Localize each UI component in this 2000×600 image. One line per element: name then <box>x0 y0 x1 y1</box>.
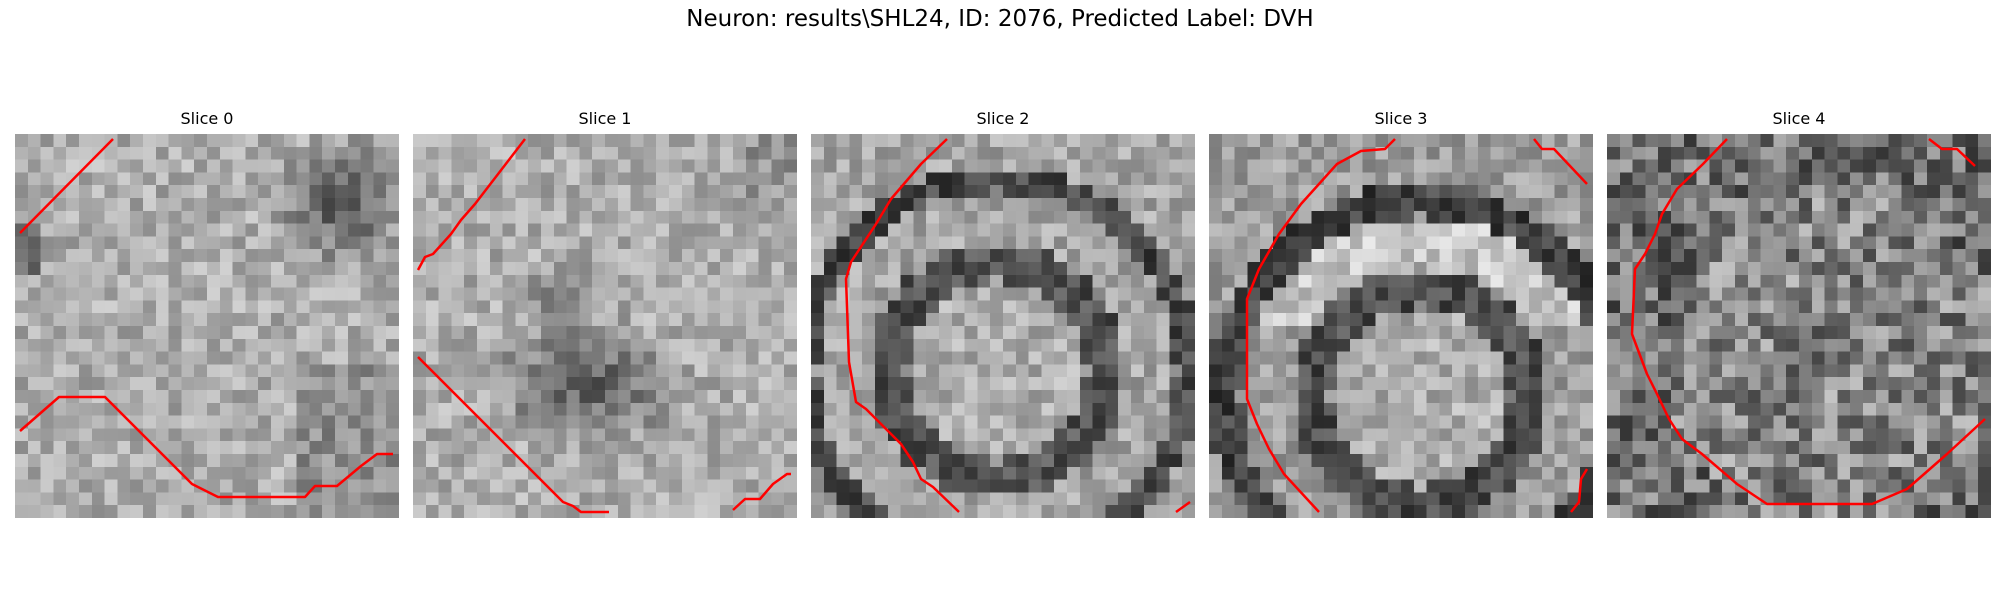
contour-overlay <box>1630 138 1986 506</box>
figure-title: Neuron: results\SHL24, ID: 2076, Predict… <box>686 6 1314 32</box>
slice-panel: Slice 4 <box>1607 110 1991 518</box>
slice-image <box>811 134 1195 518</box>
contour-line <box>732 472 791 511</box>
slice-panel: Slice 0 <box>15 110 399 518</box>
contour-line <box>416 138 526 271</box>
contour-line <box>1533 138 1588 185</box>
contour-overlay <box>844 138 1191 514</box>
slice-image <box>413 134 797 518</box>
contour-overlay <box>416 138 791 514</box>
slice-image <box>15 134 399 518</box>
contour-line <box>19 138 114 234</box>
contour-overlay <box>19 138 393 499</box>
contour-line <box>1570 468 1589 513</box>
slice-title: Slice 3 <box>1374 109 1428 128</box>
contour-line <box>1928 138 1976 167</box>
contour-line <box>844 138 960 513</box>
slice-title: Slice 0 <box>180 109 234 128</box>
contour-line <box>19 395 393 499</box>
slice-panel: Slice 2 <box>811 110 1195 518</box>
contour-overlay <box>1245 138 1589 513</box>
slice-title: Slice 2 <box>976 109 1030 128</box>
slice-title: Slice 4 <box>1772 109 1826 128</box>
contour-line <box>417 356 609 514</box>
slice-title: Slice 1 <box>578 109 632 128</box>
slice-panel: Slice 3 <box>1209 110 1593 518</box>
slice-panel: Slice 1 <box>413 110 797 518</box>
contour-line <box>1245 138 1396 513</box>
contour-line <box>1630 138 1986 506</box>
contour-line <box>1175 500 1191 514</box>
